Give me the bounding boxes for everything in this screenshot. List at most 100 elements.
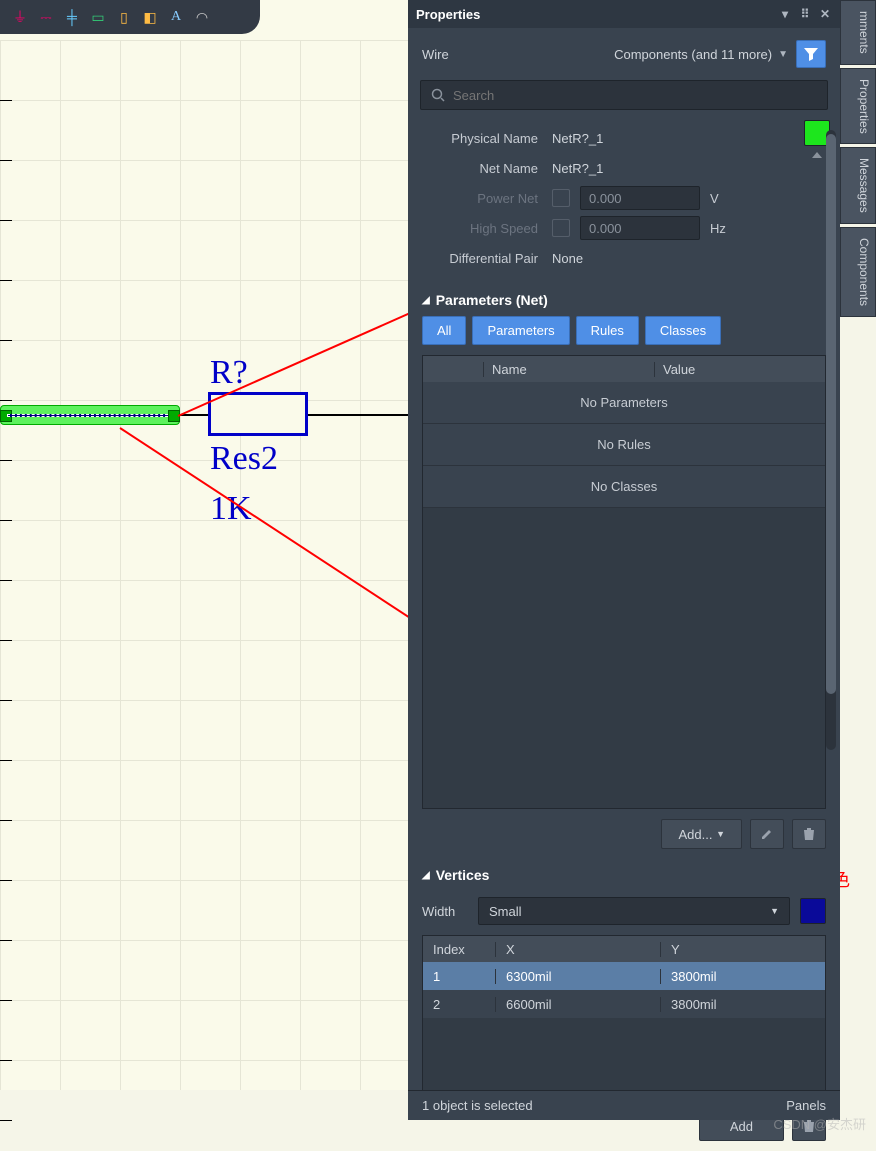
pin-tick	[0, 940, 12, 941]
parameters-table: Name Value No Parameters No Rules No Cla…	[422, 355, 826, 809]
parameters-footer: Add... ▼	[408, 809, 840, 859]
no-classes-row: No Classes	[423, 466, 825, 508]
pin-tick	[0, 280, 12, 281]
pin-tick	[0, 160, 12, 161]
pin-tick	[0, 460, 12, 461]
net-label-icon[interactable]: ⎓	[36, 7, 56, 27]
net-form: Physical Name NetR?_1 Net Name NetR?_1 P…	[408, 118, 840, 284]
filter-summary: Components (and 11 more)	[614, 47, 772, 62]
pin-tick	[0, 520, 12, 521]
vertices-section-header[interactable]: ◢ Vertices	[408, 859, 840, 891]
side-tab-comments[interactable]: mments	[840, 0, 876, 65]
harness-icon[interactable]: ▭	[88, 7, 108, 27]
resistor-value[interactable]: 1K	[210, 490, 252, 528]
col-y[interactable]: Y	[660, 942, 825, 957]
properties-header[interactable]: Properties ▾ ⠿ ✕	[408, 0, 840, 28]
resistor-type[interactable]: Res2	[210, 440, 278, 478]
power-net-unit: V	[710, 191, 719, 206]
object-type: Wire	[422, 47, 449, 62]
side-tabs: mments Properties Messages Components	[840, 0, 876, 300]
pin-tick	[0, 820, 12, 821]
object-type-row: Wire Components (and 11 more) ▼	[408, 28, 840, 80]
wire-color-swatch[interactable]	[800, 898, 826, 924]
schematic-toolbar: ⏚ ⎓ ╪ ▭ ▯ ◧ A ◠	[0, 0, 260, 34]
tab-parameters[interactable]: Parameters	[472, 316, 569, 345]
pin-tick	[0, 400, 12, 401]
physical-name-label: Physical Name	[422, 131, 552, 146]
panels-button[interactable]: Panels	[786, 1098, 826, 1113]
pin-tick	[0, 100, 12, 101]
arc-icon[interactable]: ◠	[192, 7, 212, 27]
pin-icon[interactable]: ⠿	[798, 7, 812, 21]
high-speed-input[interactable]: 0.000	[580, 216, 700, 240]
width-select[interactable]: Small ▼	[478, 897, 790, 925]
side-tab-properties[interactable]: Properties	[840, 68, 876, 145]
side-tab-messages[interactable]: Messages	[840, 147, 876, 224]
power-net-input[interactable]: 0.000	[580, 186, 700, 210]
collapse-icon[interactable]: ▾	[778, 7, 792, 21]
net-name-value[interactable]: NetR?_1	[552, 161, 826, 176]
bus-icon[interactable]: ╪	[62, 7, 82, 27]
high-speed-unit: Hz	[710, 221, 726, 236]
pin-tick	[0, 580, 12, 581]
close-icon[interactable]: ✕	[818, 7, 832, 21]
col-index[interactable]: Index	[423, 942, 495, 957]
scroll-up-icon[interactable]	[812, 152, 822, 158]
properties-scrollbar[interactable]	[826, 130, 836, 750]
diff-pair-label: Differential Pair	[422, 251, 552, 266]
diff-pair-value[interactable]: None	[552, 251, 826, 266]
add-parameter-button[interactable]: Add... ▼	[661, 819, 742, 849]
parameters-body	[423, 508, 825, 808]
schematic-canvas[interactable]: // will be created below after data load…	[0, 0, 408, 1090]
vertex-row[interactable]: 16300mil3800mil	[423, 962, 825, 990]
selected-wire[interactable]	[0, 405, 180, 425]
pin-tick	[0, 880, 12, 881]
high-speed-toggle[interactable]	[552, 219, 570, 237]
parameters-tabs: All Parameters Rules Classes	[408, 316, 840, 355]
no-rules-row: No Rules	[423, 424, 825, 466]
tab-classes[interactable]: Classes	[645, 316, 721, 345]
tab-all[interactable]: All	[422, 316, 466, 345]
width-row: Width Small ▼	[408, 891, 840, 935]
resistor-ref[interactable]: R?	[210, 354, 248, 392]
vertices-title: Vertices	[436, 867, 490, 883]
search-input[interactable]	[453, 88, 817, 103]
col-name[interactable]: Name	[483, 362, 654, 377]
filter-button[interactable]	[796, 40, 826, 68]
vertices-table-header: Index X Y	[423, 936, 825, 962]
parameters-title: Parameters (Net)	[436, 292, 548, 308]
power-net-label: Power Net	[422, 191, 552, 206]
pin-tick	[0, 220, 12, 221]
power-net-toggle[interactable]	[552, 189, 570, 207]
delete-parameter-button[interactable]	[792, 819, 826, 849]
chevron-down-icon: ▼	[770, 906, 779, 916]
no-parameters-row: No Parameters	[423, 382, 825, 424]
device-icon[interactable]: ◧	[140, 7, 160, 27]
search-field[interactable]	[420, 80, 828, 110]
collapse-triangle-icon: ◢	[422, 295, 430, 306]
ground-icon[interactable]: ⏚	[10, 7, 30, 27]
properties-panel: Properties ▾ ⠿ ✕ Wire Components (and 11…	[408, 0, 840, 1090]
port-icon[interactable]: ▯	[114, 7, 134, 27]
col-value[interactable]: Value	[654, 362, 825, 377]
edit-parameter-button[interactable]	[750, 819, 784, 849]
collapse-triangle-icon: ◢	[422, 870, 430, 881]
text-tool-icon[interactable]: A	[166, 7, 186, 27]
pin-tick	[0, 760, 12, 761]
tab-rules[interactable]: Rules	[576, 316, 639, 345]
pin-tick	[0, 640, 12, 641]
pin-tick	[0, 1120, 12, 1121]
side-tab-components[interactable]: Components	[840, 227, 876, 317]
properties-title: Properties	[416, 7, 480, 22]
col-x[interactable]: X	[495, 942, 660, 957]
chevron-down-icon[interactable]: ▼	[778, 49, 788, 60]
schematic-grid	[0, 40, 408, 1090]
vertices-table: Index X Y 16300mil3800mil26600mil3800mil	[422, 935, 826, 1101]
net-name-label: Net Name	[422, 161, 552, 176]
pin-tick	[0, 700, 12, 701]
vertex-row[interactable]: 26600mil3800mil	[423, 990, 825, 1018]
resistor-symbol[interactable]	[208, 392, 308, 436]
parameters-section-header[interactable]: ◢ Parameters (Net)	[408, 284, 840, 316]
watermark: CSDN @安杰研	[773, 1114, 866, 1133]
physical-name-value[interactable]: NetR?_1	[552, 131, 826, 146]
